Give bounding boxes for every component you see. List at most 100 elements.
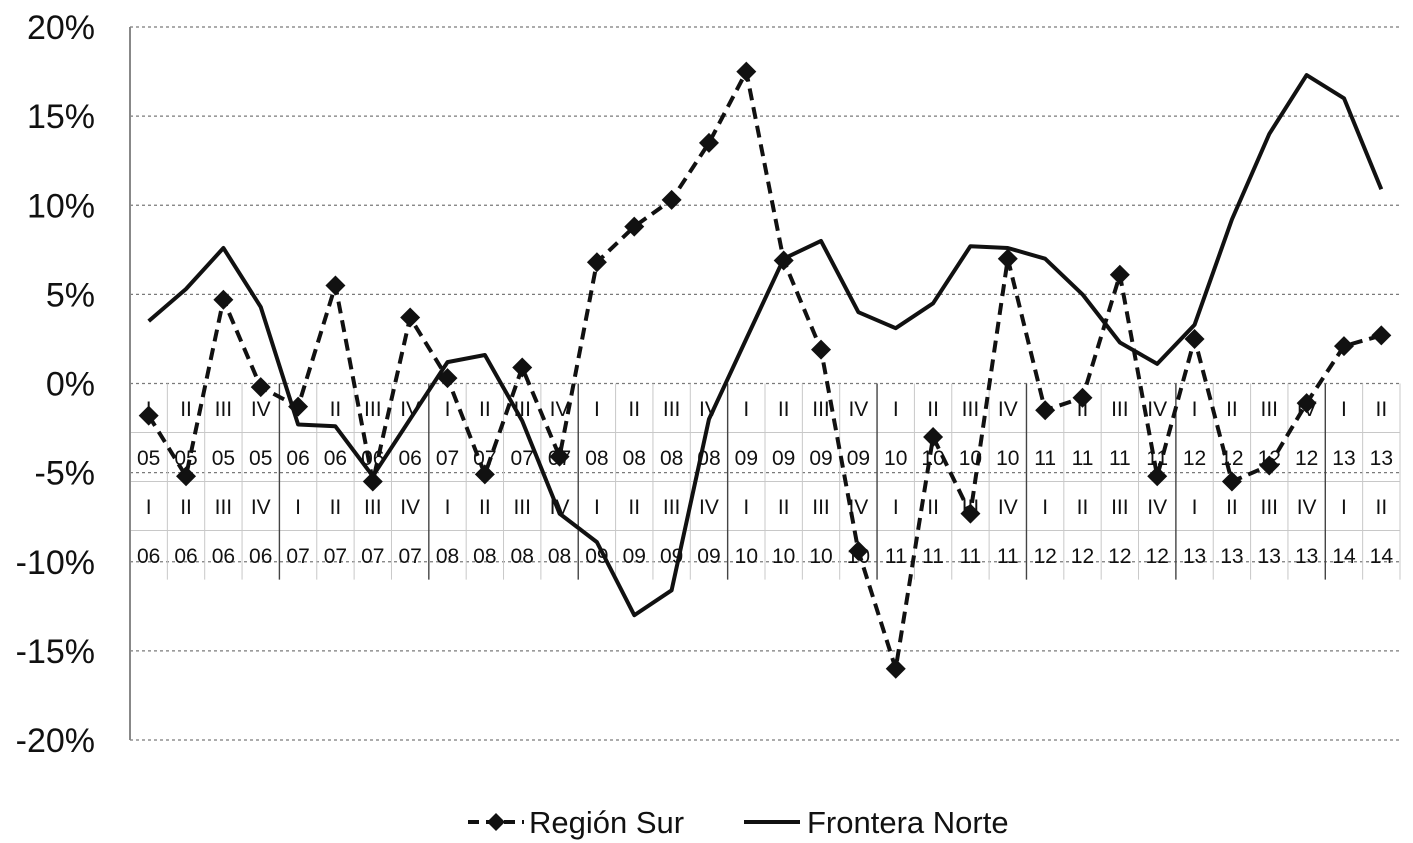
category-label: 09 xyxy=(623,545,646,568)
category-label: 08 xyxy=(436,545,459,568)
category-label: 10 xyxy=(921,447,944,470)
category-label: II xyxy=(1226,398,1238,421)
category-label: 10 xyxy=(735,545,758,568)
data-point-region-sur xyxy=(848,541,869,562)
category-label: 10 xyxy=(772,545,795,568)
category-label: 11 xyxy=(922,545,944,568)
category-label: 06 xyxy=(324,447,347,470)
category-label: I xyxy=(1042,496,1048,519)
category-label: 07 xyxy=(361,545,384,568)
category-label: IV xyxy=(699,496,719,519)
category-label: 11 xyxy=(1034,447,1056,470)
category-label: 07 xyxy=(436,447,459,470)
category-label: II xyxy=(1375,398,1387,421)
category-label: III xyxy=(1111,398,1129,421)
y-tick-labels: 20% 15% 10% 5% 0% -5% -10% -15% -20% xyxy=(16,9,95,760)
category-label: IV xyxy=(400,398,420,421)
category-label: IV xyxy=(1147,398,1167,421)
y-tick-label: 0% xyxy=(46,366,95,404)
category-label: III xyxy=(364,398,382,421)
category-label: IV xyxy=(848,398,868,421)
category-label: II xyxy=(479,496,491,519)
data-point-region-sur xyxy=(1221,471,1242,492)
legend-label-region-sur: Región Sur xyxy=(529,805,684,840)
data-point-region-sur xyxy=(213,289,234,310)
category-label: IV xyxy=(400,496,420,519)
category-label: 08 xyxy=(511,545,534,568)
category-label: III xyxy=(663,398,681,421)
category-label: 06 xyxy=(286,447,309,470)
category-label: III xyxy=(513,496,531,519)
y-tick-label: 5% xyxy=(46,276,95,314)
y-tick-label: 10% xyxy=(27,187,95,225)
data-point-region-sur xyxy=(1184,328,1205,349)
y-tick-label: -15% xyxy=(16,633,95,671)
category-label: 07 xyxy=(398,545,421,568)
category-label: 09 xyxy=(847,447,870,470)
category-label: IV xyxy=(1297,496,1317,519)
category-label: I xyxy=(893,398,899,421)
category-label: 08 xyxy=(473,545,496,568)
category-label: 13 xyxy=(1220,545,1243,568)
data-point-region-sur xyxy=(923,426,944,447)
category-label: 13 xyxy=(1370,447,1393,470)
category-label: IV xyxy=(251,398,271,421)
category-label: IV xyxy=(251,496,271,519)
data-point-region-sur xyxy=(1259,455,1280,476)
data-point-region-sur xyxy=(997,248,1018,269)
category-label: 05 xyxy=(137,447,160,470)
category-label: 12 xyxy=(1295,447,1318,470)
category-label: I xyxy=(1341,398,1347,421)
data-point-region-sur xyxy=(1147,466,1168,487)
category-label: 07 xyxy=(324,545,347,568)
category-label: 12 xyxy=(1183,447,1206,470)
category-label: III xyxy=(812,496,830,519)
data-point-region-sur xyxy=(1296,393,1317,414)
category-label: 06 xyxy=(398,447,421,470)
category-label: 13 xyxy=(1183,545,1206,568)
category-label: 14 xyxy=(1332,545,1356,568)
category-label: III xyxy=(1261,398,1279,421)
data-point-region-sur xyxy=(512,357,533,378)
category-label: II xyxy=(1226,496,1238,519)
y-tick-label: -10% xyxy=(16,544,95,582)
category-label: 12 xyxy=(1108,545,1131,568)
category-label: 12 xyxy=(1071,545,1094,568)
category-label: 13 xyxy=(1258,545,1281,568)
y-tick-label: -5% xyxy=(35,455,95,493)
category-label: III xyxy=(812,398,830,421)
category-label: 08 xyxy=(548,545,571,568)
data-point-region-sur xyxy=(176,466,197,487)
data-point-region-sur xyxy=(1371,325,1392,346)
category-label: 13 xyxy=(1295,545,1318,568)
category-label: I xyxy=(146,496,152,519)
category-label: 11 xyxy=(1109,447,1131,470)
y-tick-label: -20% xyxy=(16,722,95,760)
category-label: 11 xyxy=(960,545,982,568)
category-label: II xyxy=(180,496,192,519)
category-label: I xyxy=(1192,398,1198,421)
category-label: III xyxy=(364,496,382,519)
legend: Región Sur Frontera Norte xyxy=(468,805,1009,840)
category-label: I xyxy=(445,496,451,519)
category-label: I xyxy=(295,496,301,519)
data-point-region-sur xyxy=(811,339,832,360)
category-table: IIIIIIIVIIIIIIIVIIIIIIIVIIIIIIIVIIIIIIIV… xyxy=(129,383,1401,580)
data-point-region-sur xyxy=(549,446,570,467)
category-label: II xyxy=(778,398,790,421)
category-label: 07 xyxy=(286,545,309,568)
category-label: II xyxy=(927,496,939,519)
data-point-region-sur xyxy=(400,307,421,328)
data-point-region-sur xyxy=(586,252,607,273)
data-point-region-sur xyxy=(250,377,271,398)
category-label: II xyxy=(330,398,342,421)
data-point-region-sur xyxy=(1072,387,1093,408)
legend-item-region-sur: Región Sur xyxy=(468,805,684,840)
category-label: 13 xyxy=(1332,447,1355,470)
category-label: II xyxy=(1375,496,1387,519)
data-point-region-sur xyxy=(736,61,757,82)
category-label: I xyxy=(1192,496,1198,519)
data-point-region-sur xyxy=(1333,336,1354,357)
category-label: 10 xyxy=(809,545,832,568)
